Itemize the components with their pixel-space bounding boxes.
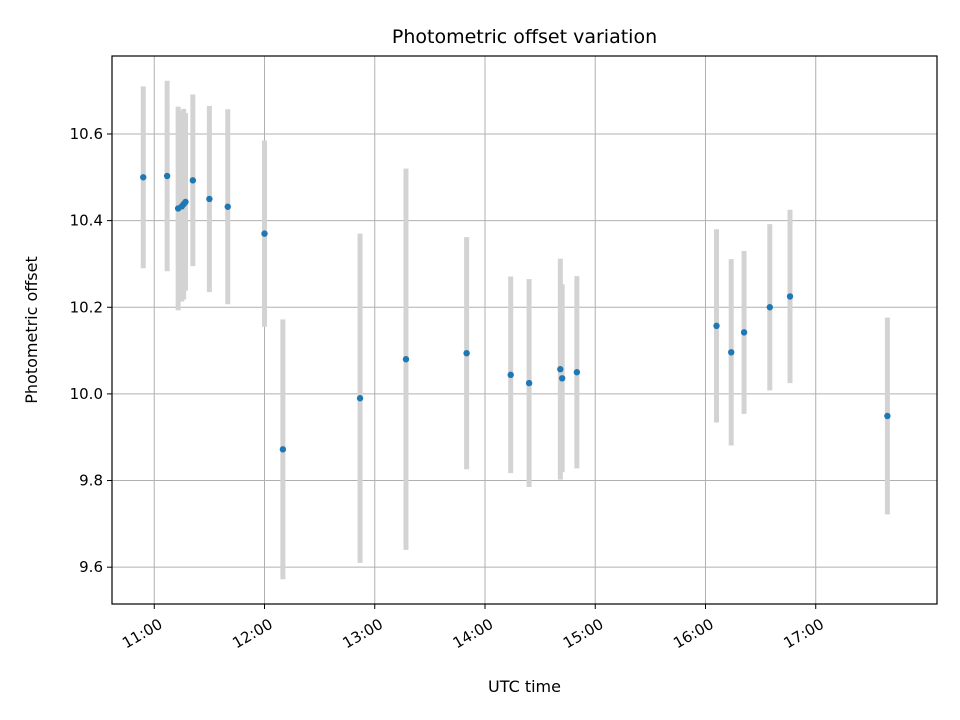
data-point — [573, 369, 581, 376]
grid — [112, 56, 937, 604]
y-axis-ticks: 9.6 9.8 10.0 10.2 10.4 10.6 — [70, 125, 112, 576]
data-point — [182, 198, 189, 206]
data-point — [557, 366, 564, 373]
y-tick-label: 10.2 — [70, 298, 103, 316]
x-axis-label: UTC time — [488, 677, 561, 696]
data-point — [740, 329, 748, 336]
data-point — [558, 375, 566, 382]
data-point — [224, 203, 231, 210]
data-point — [356, 395, 364, 402]
data-point — [463, 349, 470, 357]
data-point — [189, 177, 197, 184]
y-axis-label: Photometric offset — [22, 256, 41, 404]
data-point — [728, 349, 735, 356]
data-point — [261, 230, 268, 237]
data-point — [402, 356, 410, 363]
data-point — [525, 379, 533, 387]
y-tick-label: 10.6 — [70, 125, 103, 143]
plot-frame — [111, 55, 938, 605]
y-tick-label: 9.6 — [79, 558, 103, 576]
y-tick-label: 9.8 — [79, 472, 103, 490]
data-point — [507, 371, 514, 379]
y-tick-label: 10.0 — [70, 385, 103, 403]
data-point — [766, 304, 773, 311]
chart-title: Photometric offset variation — [392, 26, 657, 48]
data-point — [206, 195, 213, 203]
data-point — [140, 174, 147, 181]
data-point — [279, 446, 287, 453]
data-point — [713, 322, 720, 330]
data-point — [786, 293, 794, 300]
data-point — [884, 412, 891, 420]
data-point — [163, 172, 171, 180]
data-points — [140, 172, 891, 453]
y-tick-label: 10.4 — [70, 212, 103, 230]
